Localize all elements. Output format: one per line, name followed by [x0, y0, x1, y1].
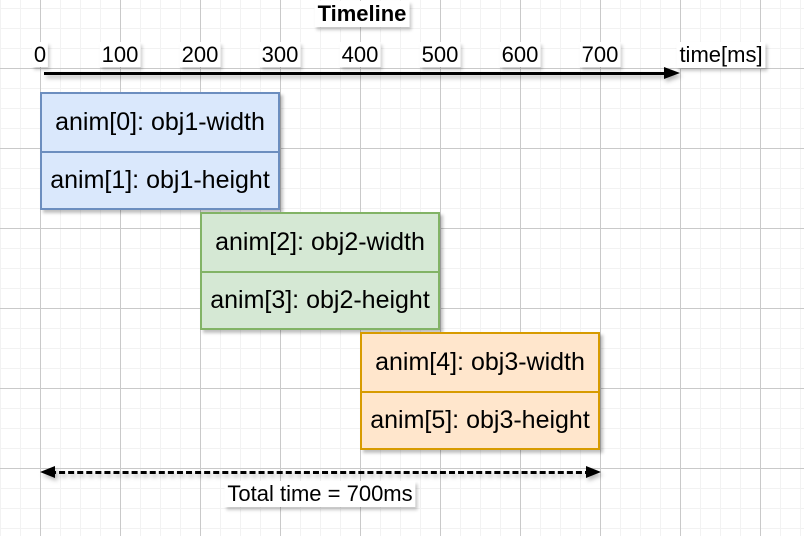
track-obj2: anim[2]: obj2-width anim[3]: obj2-height [200, 212, 440, 330]
track-obj3: anim[4]: obj3-width anim[5]: obj3-height [360, 332, 600, 450]
arrowhead-left-icon [40, 466, 55, 478]
anim-bar-1: anim[1]: obj1-height [42, 151, 278, 208]
anim-bar-2-label: anim[2]: obj2-width [215, 228, 425, 256]
total-time-label: Total time = 700ms [224, 481, 416, 508]
total-time-arrow-line [50, 471, 591, 474]
axis-tick-600: 600 [499, 42, 541, 68]
arrowhead-right-icon [586, 466, 601, 478]
axis-line [44, 72, 666, 75]
anim-bar-1-label: anim[1]: obj1-height [50, 166, 270, 194]
axis-arrowhead-icon [664, 67, 680, 79]
axis-tick-400: 400 [339, 42, 381, 68]
anim-bar-5-label: anim[5]: obj3-height [370, 406, 590, 434]
anim-bar-4: anim[4]: obj3-width [362, 334, 598, 391]
track-obj1: anim[0]: obj1-width anim[1]: obj1-height [40, 92, 280, 210]
axis-tick-0: 0 [31, 42, 49, 68]
anim-bar-3: anim[3]: obj2-height [202, 271, 438, 328]
axis-tick-700: 700 [579, 42, 621, 68]
axis-tick-100: 100 [99, 42, 141, 68]
anim-bar-0-label: anim[0]: obj1-width [55, 108, 265, 136]
axis-unit-label: time[ms] [676, 42, 766, 69]
axis-tick-300: 300 [259, 42, 301, 68]
anim-bar-2: anim[2]: obj2-width [202, 214, 438, 271]
total-time-arrow [40, 466, 601, 479]
axis-tick-500: 500 [419, 42, 461, 68]
axis-tick-200: 200 [179, 42, 221, 68]
anim-bar-0: anim[0]: obj1-width [42, 94, 278, 151]
anim-bar-4-label: anim[4]: obj3-width [375, 348, 585, 376]
anim-bar-3-label: anim[3]: obj2-height [210, 286, 430, 314]
anim-bar-5: anim[5]: obj3-height [362, 391, 598, 448]
diagram-title: Timeline [314, 1, 410, 28]
